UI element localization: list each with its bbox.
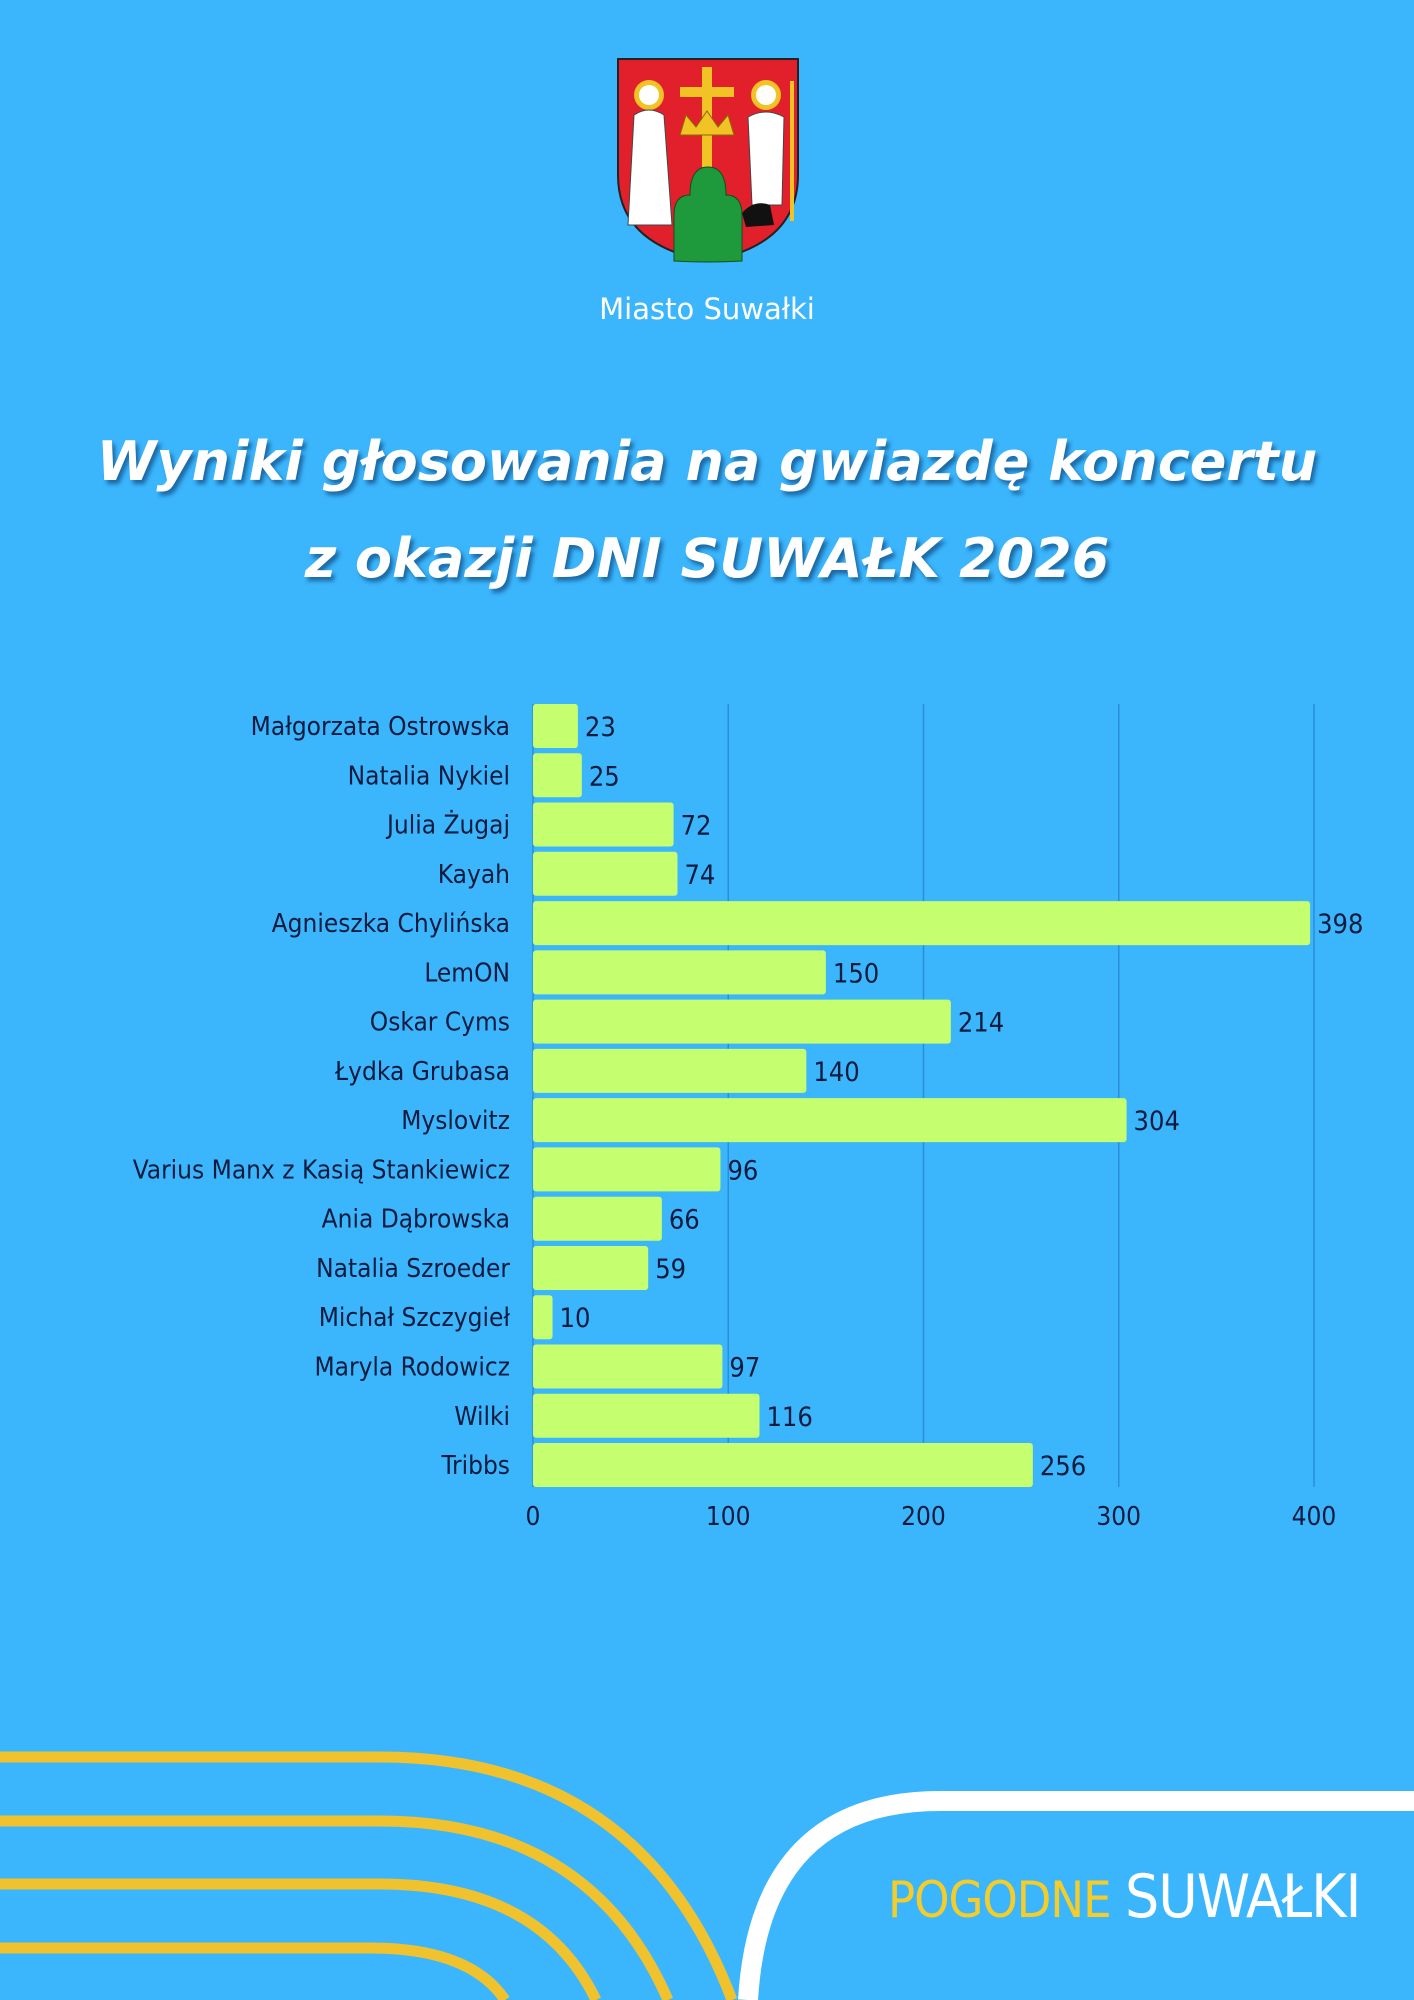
category-label: Wilki	[454, 1402, 510, 1432]
yellow-curve	[0, 1815, 674, 2000]
bar	[533, 1196, 662, 1241]
data-label: 97	[729, 1353, 760, 1384]
category-label: Agnieszka Chylińska	[272, 909, 510, 939]
bar	[533, 1098, 1127, 1143]
bar	[533, 1443, 1033, 1488]
bar	[533, 1393, 760, 1438]
category-label: Natalia Szroeder	[316, 1254, 510, 1284]
bar	[533, 1245, 649, 1290]
data-label: 10	[560, 1303, 591, 1334]
data-label: 74	[684, 860, 715, 891]
data-label: 23	[585, 712, 616, 743]
category-label: Julia Żugaj	[385, 809, 510, 841]
data-label: 72	[681, 811, 712, 842]
category-label: Michał Szczygieł	[319, 1303, 511, 1333]
bar	[533, 704, 578, 748]
category-label: Maryla Rodowicz	[314, 1353, 510, 1383]
data-label: 59	[655, 1254, 686, 1285]
data-label: 214	[958, 1008, 1004, 1039]
bar	[533, 1344, 723, 1389]
x-tick-label: 0	[526, 1502, 541, 1532]
x-tick-label: 400	[1292, 1502, 1337, 1532]
data-label: 304	[1134, 1106, 1180, 1137]
category-label: Ania Dąbrowska	[322, 1205, 510, 1235]
category-label: Varius Manx z Kasią Stankiewicz	[133, 1155, 510, 1185]
category-label: Małgorzata Ostrowska	[251, 712, 510, 742]
pogodne-suwalki-logo: POGODNE SUWAŁKI	[888, 1862, 1361, 1932]
category-label: Kayah	[438, 860, 510, 890]
page-title-line-2: z okazji DNI SUWAŁK 2026	[304, 527, 1110, 590]
yellow-curve	[0, 1751, 738, 2000]
city-name: Miasto Suwałki	[599, 292, 815, 326]
yellow-curve	[0, 1878, 601, 2000]
data-label: 398	[1317, 909, 1363, 940]
category-label: Oskar Cyms	[370, 1008, 510, 1038]
data-label: 116	[766, 1402, 812, 1433]
category-label: Łydka Grubasa	[334, 1057, 510, 1087]
data-label: 66	[669, 1205, 700, 1236]
bar	[533, 999, 951, 1044]
data-label: 150	[833, 958, 879, 989]
bar	[533, 1048, 807, 1093]
category-label: LemON	[424, 958, 510, 988]
bar	[533, 1295, 553, 1340]
data-label: 140	[813, 1057, 859, 1088]
bar	[533, 950, 826, 995]
yellow-curve	[0, 1942, 510, 2000]
category-label: Tribbs	[441, 1451, 510, 1481]
category-label: Natalia Nykiel	[348, 761, 510, 791]
white-curve	[738, 1791, 1414, 2000]
logo-part-pogodne: POGODNE	[888, 1871, 1111, 1929]
x-tick-label: 300	[1096, 1502, 1141, 1532]
x-tick-label: 100	[706, 1502, 751, 1532]
x-tick-label: 200	[901, 1502, 946, 1532]
data-label: 256	[1040, 1451, 1086, 1482]
data-label: 96	[727, 1155, 758, 1186]
category-label: Myslovitz	[401, 1106, 510, 1136]
bar	[533, 901, 1311, 946]
bar	[533, 802, 674, 847]
coat-of-arms-logo	[617, 58, 799, 263]
data-label: 25	[589, 761, 620, 792]
bar	[533, 851, 678, 896]
logo-part-suwalki: SUWAŁKI	[1124, 1862, 1361, 1932]
page-title-line-1: Wyniki głosowania na gwiazdę koncertu	[96, 430, 1318, 493]
bar	[533, 753, 582, 798]
bar	[533, 1147, 721, 1192]
